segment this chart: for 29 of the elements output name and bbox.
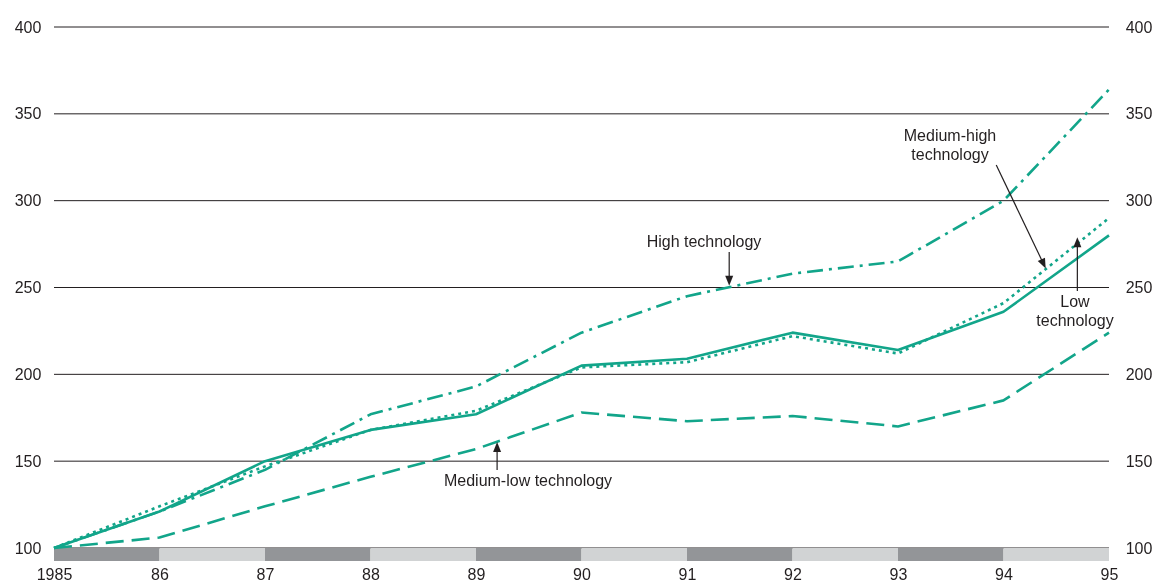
x-tick-label: 93 [889,566,908,584]
annotation: Medium-high technology [903,127,997,163]
y-tick-label: 400 [14,18,42,36]
y2-tick-label: 150 [1125,452,1153,470]
x-tick-label: 92 [784,566,802,584]
y2-tick-label: 100 [1125,539,1153,557]
y-tick-label: 350 [14,105,42,123]
y2-tick-label: 250 [1125,279,1153,297]
y-tick-label: 200 [14,365,42,383]
y2-tick-label: 400 [1125,18,1153,36]
x-tick-label: 91 [678,566,697,584]
x-tick-label: 90 [573,566,591,584]
y2-tick-label: 300 [1125,192,1153,210]
y-tick-label: 300 [14,192,42,210]
x-tick-label: 89 [467,566,486,584]
x-tick-label: 86 [151,566,169,584]
x-tick-label: 88 [362,566,380,584]
annotation: High technology [646,233,762,250]
y2-tick-label: 200 [1125,365,1153,383]
y2-tick-label: 350 [1125,105,1153,123]
x-tick-label: 95 [1100,566,1119,584]
annotation: Medium-low technology [443,472,613,489]
x-tick-label: 87 [256,566,275,584]
annotation: Low technology [1036,293,1114,329]
x-tick-label: 1985 [36,566,73,584]
y-tick-label: 100 [14,539,42,557]
y-tick-label: 250 [14,279,42,297]
x-tick-label: 94 [995,566,1013,584]
y-tick-label: 150 [14,452,42,470]
